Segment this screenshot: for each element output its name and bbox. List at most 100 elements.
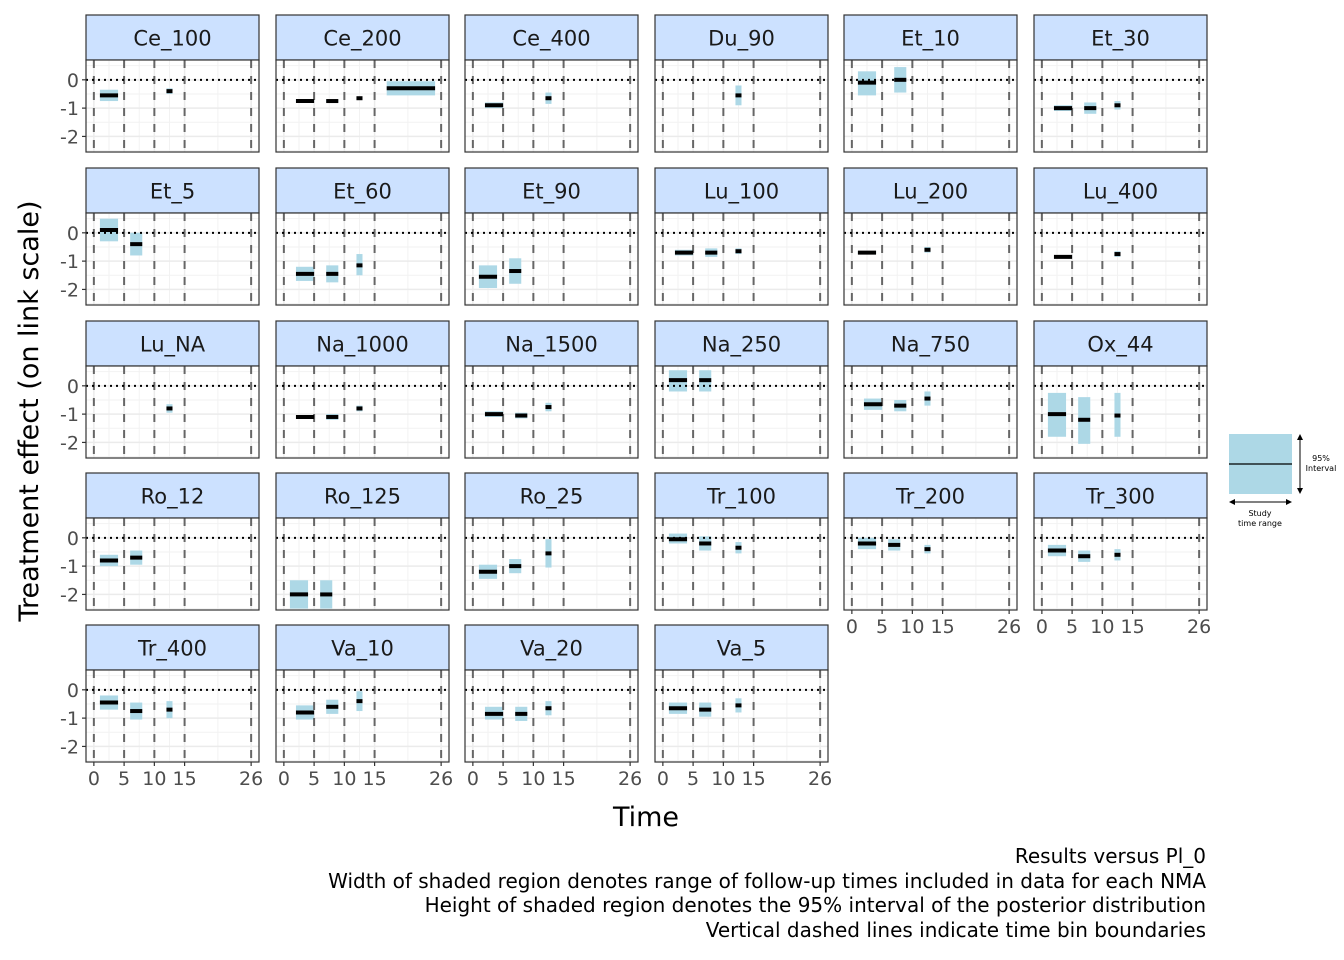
- x-tick-label: 5: [308, 768, 320, 790]
- facet-strip-label: Du_90: [708, 27, 775, 52]
- facet-et-90: Et_90: [464, 167, 639, 306]
- y-tick-label: 0: [67, 223, 79, 245]
- x-tick-label: 15: [1121, 616, 1145, 638]
- panel-border: [275, 365, 450, 459]
- y-axis-title: Treatment effect (on link scale): [14, 201, 45, 623]
- facet-strip-label: Et_90: [522, 180, 581, 205]
- y-tick-label: -1: [60, 251, 79, 273]
- x-tick-label: 5: [118, 768, 130, 790]
- panel-border: [85, 59, 260, 153]
- x-tick-label: 10: [1090, 616, 1114, 638]
- x-tick-label: 0: [278, 768, 290, 790]
- panel-border: [654, 212, 829, 306]
- facet-strip-label: Lu_400: [1083, 180, 1158, 205]
- x-tick-label: 5: [497, 768, 509, 790]
- y-tick-label: -2: [60, 584, 79, 606]
- facet-strip-label: Tr_100: [706, 485, 776, 510]
- panel-background: [844, 366, 1017, 458]
- facet-na-1000: Na_1000: [275, 320, 450, 459]
- facet-strip: [654, 320, 829, 367]
- facet-ro-125: Ro_125: [275, 472, 450, 611]
- facet-strip: [843, 472, 1018, 519]
- facet-ce-200: Ce_200: [275, 14, 450, 153]
- facet-strip-label: Ce_100: [133, 27, 211, 52]
- facet-strip-label: Lu_NA: [140, 333, 206, 358]
- x-tick-label: 10: [900, 616, 924, 638]
- facet-strip: [85, 472, 260, 519]
- x-tick-label: 5: [687, 768, 699, 790]
- panel-background: [655, 518, 828, 610]
- panel-border: [843, 365, 1018, 459]
- facet-strip-label: Et_60: [333, 180, 392, 205]
- panel-border: [1033, 365, 1208, 459]
- facet-strip: [464, 624, 639, 671]
- facet-strip-label: Na_1500: [505, 333, 598, 358]
- facet-lu-200: Lu_200: [843, 167, 1018, 306]
- x-tick-label: 15: [552, 768, 576, 790]
- panel-background: [1034, 518, 1207, 610]
- facet-ce-400: Ce_400: [464, 14, 639, 153]
- facet-strip-label: Va_20: [520, 637, 583, 662]
- arrow-head-icon: [1229, 499, 1235, 505]
- arrow-head-icon: [1297, 434, 1303, 440]
- facet-strip-label: Tr_400: [137, 637, 207, 662]
- facet-strip: [1033, 472, 1208, 519]
- panel-background: [276, 60, 449, 152]
- panel-background: [844, 518, 1017, 610]
- panel-border: [843, 59, 1018, 153]
- facet-et-5: Et_5 0 -1 -2: [60, 167, 260, 306]
- facet-tr-300: Tr_300 0 5 10 15 26: [1033, 472, 1211, 638]
- facet-et-30: Et_30: [1033, 14, 1208, 153]
- arrow-head-icon: [1286, 499, 1292, 505]
- facet-lu-100: Lu_100: [654, 167, 829, 306]
- facet-va-5: Va_5 0 5 10 15 26: [654, 624, 832, 790]
- panel-border: [654, 365, 829, 459]
- facet-et-60: Et_60: [275, 167, 450, 306]
- y-tick-label: -2: [60, 432, 79, 454]
- facet-strip: [1033, 167, 1208, 214]
- panel-border: [85, 212, 260, 306]
- facet-strip: [464, 14, 639, 61]
- facet-lu-400: Lu_400: [1033, 167, 1208, 306]
- y-tick-label: 0: [67, 528, 79, 550]
- facet-strip: [464, 320, 639, 367]
- x-tick-label: 5: [876, 616, 888, 638]
- facet-strip-label: Va_10: [331, 637, 394, 662]
- facet-strip-label: Ro_12: [141, 485, 205, 510]
- facet-strip-label: Lu_100: [704, 180, 779, 205]
- facet-strip: [464, 167, 639, 214]
- x-tick-label: 0: [467, 768, 479, 790]
- x-tick-label: 26: [429, 768, 453, 790]
- facet-lu-na: Lu_NA 0 -1 -2: [60, 320, 260, 459]
- panel-background: [655, 60, 828, 152]
- facet-strip: [654, 624, 829, 671]
- facet-strip-label: Ro_125: [324, 485, 401, 510]
- panel-background: [655, 213, 828, 305]
- facet-strip-label: Na_750: [891, 333, 970, 358]
- facet-strip-label: Ce_400: [512, 27, 590, 52]
- x-tick-label: 26: [618, 768, 642, 790]
- x-tick-label: 10: [332, 768, 356, 790]
- x-tick-label: 26: [997, 616, 1021, 638]
- y-tick-label: -2: [60, 736, 79, 758]
- panel-border: [85, 517, 260, 611]
- x-tick-label: 15: [363, 768, 387, 790]
- facet-strip-label: Tr_200: [895, 485, 965, 510]
- panel-border: [1033, 212, 1208, 306]
- caption-line: Width of shaded region denotes range of …: [328, 868, 1206, 893]
- y-tick-label: -1: [60, 98, 79, 120]
- facet-strip-label: Na_1000: [316, 333, 409, 358]
- facet-strip-label: Ce_200: [323, 27, 401, 52]
- x-tick-label: 26: [808, 768, 832, 790]
- x-tick-label: 10: [711, 768, 735, 790]
- facet-tr-200: Tr_200 0 5 10 15 26: [843, 472, 1021, 638]
- facet-strip-label: Lu_200: [893, 180, 968, 205]
- y-tick-label: -1: [60, 708, 79, 730]
- facet-strip: [654, 167, 829, 214]
- facet-va-10: Va_10 0 5 10 15 26: [275, 624, 453, 790]
- facet-strip: [275, 167, 450, 214]
- facet-strip-label: Ro_25: [520, 485, 584, 510]
- facet-ro-25: Ro_25: [464, 472, 639, 611]
